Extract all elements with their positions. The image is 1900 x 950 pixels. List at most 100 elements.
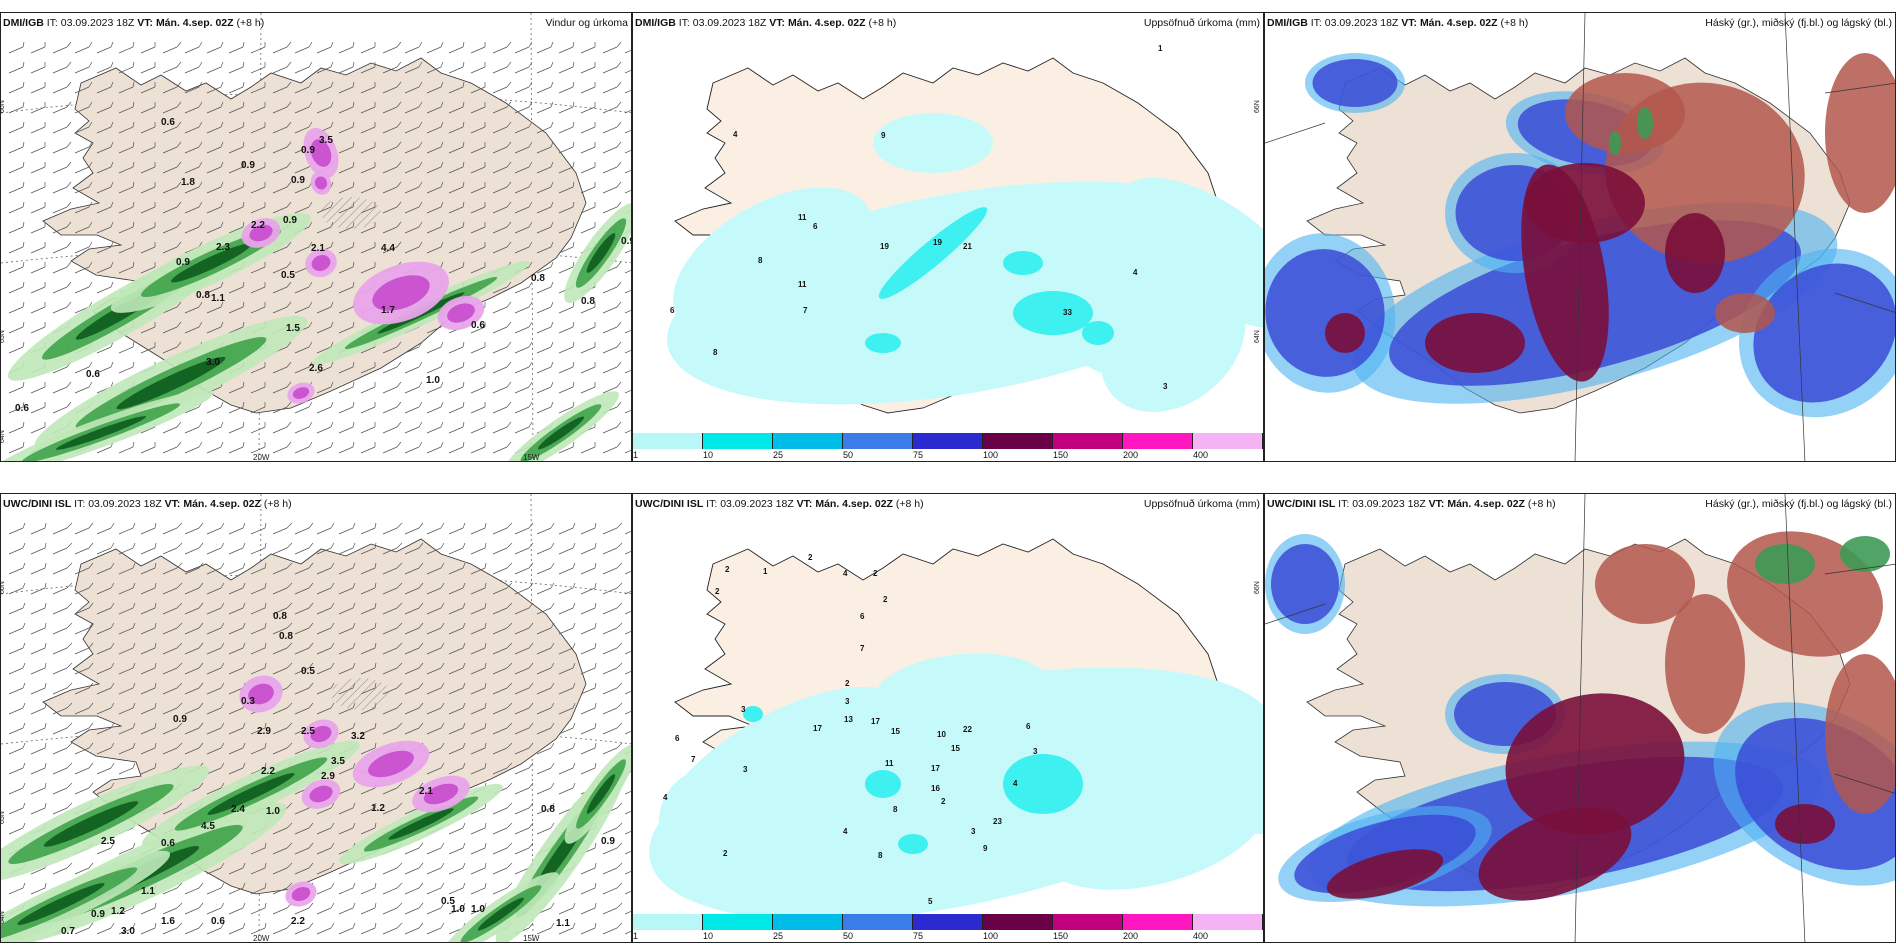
value-label: 2 xyxy=(715,587,720,596)
colorbar-tick: 200 xyxy=(1123,931,1139,941)
precip-magenta-core xyxy=(311,255,331,271)
value-label: 1.0 xyxy=(451,904,465,915)
value-label: 8 xyxy=(713,348,718,357)
value-label: 8 xyxy=(878,851,883,860)
value-label: 23 xyxy=(993,817,1002,826)
value-label: 2.1 xyxy=(311,243,325,254)
value-label: 2.9 xyxy=(257,726,271,737)
title-vt: Mán. 4.sep. 02Z xyxy=(1419,17,1498,29)
colorbar-swatch xyxy=(773,433,843,449)
precip-heavy xyxy=(537,416,585,450)
title-vt: Mán. 4.sep. 02Z xyxy=(155,17,234,29)
map-precip: 1 4 9 6 11 19 19 21 8 11 6 7 33 8 4 3 66N 64N xyxy=(667,44,1263,414)
value-label: 1.1 xyxy=(556,918,570,929)
title-vt-label: VT: xyxy=(1401,17,1418,29)
lon-tick: 20W xyxy=(253,934,270,943)
value-label: 6 xyxy=(813,222,818,231)
lon-tick: 20W xyxy=(253,453,270,462)
precip-mid xyxy=(1003,251,1043,275)
panel-title: UWC/DINI ISL IT: 03.09.2023 18Z VT: Mán.… xyxy=(1267,498,1556,510)
title-vt: Mán. 4.sep. 02Z xyxy=(787,17,866,29)
precip-heavy xyxy=(171,243,251,283)
value-label: 1.7 xyxy=(381,305,395,316)
value-label: 0.8 xyxy=(531,273,545,284)
value-label: 2.2 xyxy=(261,766,275,777)
title-lead: (+8 h) xyxy=(236,17,265,29)
value-label: 2.3 xyxy=(216,242,230,253)
value-label: 1.0 xyxy=(471,904,485,915)
value-label: 33 xyxy=(1063,308,1072,317)
value-label: 2 xyxy=(883,595,888,604)
value-label: 0.9 xyxy=(301,145,315,156)
value-label: 3 xyxy=(845,697,850,706)
cloud-mid xyxy=(1325,313,1365,353)
panel-dmi-cloud: DMI/IGB IT: 03.09.2023 18Z VT: Mán. 4.se… xyxy=(1264,12,1896,462)
value-label: 4.5 xyxy=(201,821,215,832)
value-label: 1.2 xyxy=(371,803,385,814)
precip-heavy xyxy=(43,801,139,847)
title-vt: Mán. 4.sep. 02Z xyxy=(815,498,893,510)
map-cloud xyxy=(1265,494,1895,942)
cloud-mid xyxy=(1505,693,1685,835)
panel-dmi-precip: 1 4 9 6 11 19 19 21 8 11 6 7 33 8 4 3 66N 64N 1 10 25 50 75 100… xyxy=(632,12,1264,462)
lon-tick: 15W xyxy=(523,934,540,943)
value-label: 2 xyxy=(873,569,878,578)
precip-light xyxy=(873,653,1053,735)
lat-tick: 65N xyxy=(1,330,6,343)
title-lead: (+8 h) xyxy=(1527,498,1556,510)
hatch-area xyxy=(321,197,381,229)
precip-mid xyxy=(898,834,928,854)
title-it: 03.09.2023 18Z xyxy=(720,498,794,510)
value-label: 21 xyxy=(963,242,972,251)
precip-light xyxy=(873,113,993,173)
value-label: 2.1 xyxy=(419,786,433,797)
value-label: 9 xyxy=(881,131,886,140)
precip-magenta-core xyxy=(314,176,328,190)
title-it-label: IT: xyxy=(1338,498,1350,510)
colorbar-tick: 400 xyxy=(1193,931,1209,941)
panel-field-label: Háský (gr.), miðský (fj.bl.) og lágský (… xyxy=(1705,498,1892,510)
precip-magenta-core xyxy=(447,303,475,323)
value-label: 4 xyxy=(843,569,848,578)
value-label: 6 xyxy=(860,612,865,621)
value-label: 0.6 xyxy=(471,320,485,331)
title-lead: (+8 h) xyxy=(868,17,897,29)
value-label: 6 xyxy=(1026,722,1031,731)
value-label: 0.9 xyxy=(173,714,187,725)
value-label: 1.5 xyxy=(286,323,300,334)
colorbar-tick: 150 xyxy=(1053,931,1069,941)
precip-heavy xyxy=(388,808,454,840)
value-label: 4 xyxy=(1013,779,1018,788)
title-it: 03.09.2023 18Z xyxy=(692,17,767,29)
title-model: UWC/DINI ISL xyxy=(635,498,704,510)
value-label: 1.6 xyxy=(161,916,175,927)
value-label: 0.9 xyxy=(283,215,297,226)
value-label: 6 xyxy=(670,306,675,315)
title-vt-label: VT: xyxy=(769,17,786,29)
iceland-land xyxy=(42,57,587,414)
title-it-label: IT: xyxy=(678,17,690,29)
colorbar-swatch xyxy=(913,433,983,449)
precip-heavy xyxy=(116,356,226,410)
lat-tick: 64N xyxy=(1,430,6,443)
title-lead: (+8 h) xyxy=(895,498,924,510)
value-label: 7 xyxy=(691,755,696,764)
value-label: 4 xyxy=(733,130,738,139)
cloud-high xyxy=(1637,107,1653,139)
precip-light xyxy=(1118,177,1263,329)
panel-title: DMI/IGB IT: 03.09.2023 18Z VT: Mán. 4.se… xyxy=(1267,17,1528,29)
value-label: 17 xyxy=(931,764,940,773)
precip-heavy xyxy=(586,233,616,273)
colorbar-swatch xyxy=(1053,433,1123,449)
title-lead: (+8 h) xyxy=(263,498,292,510)
colorbar-tick: 75 xyxy=(913,931,924,941)
precip-magenta-core xyxy=(248,683,274,705)
value-label: 2 xyxy=(941,797,946,806)
value-label: 5 xyxy=(928,897,933,906)
value-label: 1.0 xyxy=(266,806,280,817)
value-label: 7 xyxy=(803,306,808,315)
lon-tick: 15W xyxy=(523,453,540,462)
title-it-label: IT: xyxy=(74,498,86,510)
precip-light xyxy=(658,767,788,901)
colorbar-swatch xyxy=(1193,433,1263,449)
